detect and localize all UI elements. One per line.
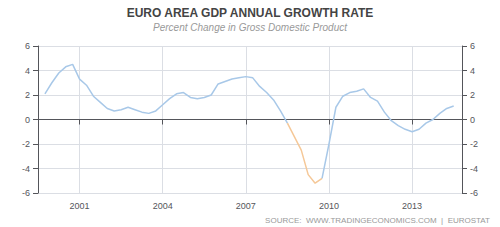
svg-text:6: 6 (470, 41, 475, 51)
svg-text:-6: -6 (22, 188, 30, 198)
svg-text:EURO AREA GDP ANNUAL GROWTH RA: EURO AREA GDP ANNUAL GROWTH RATE (127, 6, 374, 20)
svg-text:0: 0 (25, 115, 30, 125)
svg-text:4: 4 (470, 66, 475, 76)
svg-text:2010: 2010 (319, 201, 339, 211)
svg-text:2007: 2007 (236, 201, 256, 211)
svg-text:-4: -4 (470, 164, 478, 174)
svg-text:-4: -4 (22, 164, 30, 174)
svg-text:2: 2 (25, 90, 30, 100)
svg-text:4: 4 (25, 66, 30, 76)
svg-text:2001: 2001 (70, 201, 90, 211)
svg-text:2013: 2013 (402, 201, 422, 211)
svg-text:2004: 2004 (153, 201, 173, 211)
svg-text:SOURCE: WWW.TRADINGECONOMICS.: SOURCE: WWW.TRADINGECONOMICS.COM | EUROS… (265, 216, 490, 225)
svg-text:-6: -6 (470, 188, 478, 198)
svg-text:6: 6 (25, 41, 30, 51)
svg-text:-2: -2 (470, 139, 478, 149)
svg-text:2: 2 (470, 90, 475, 100)
svg-text:-2: -2 (22, 139, 30, 149)
svg-text:Percent Change in Gross Domest: Percent Change in Gross Domestic Product (153, 22, 348, 33)
svg-text:0: 0 (470, 115, 475, 125)
